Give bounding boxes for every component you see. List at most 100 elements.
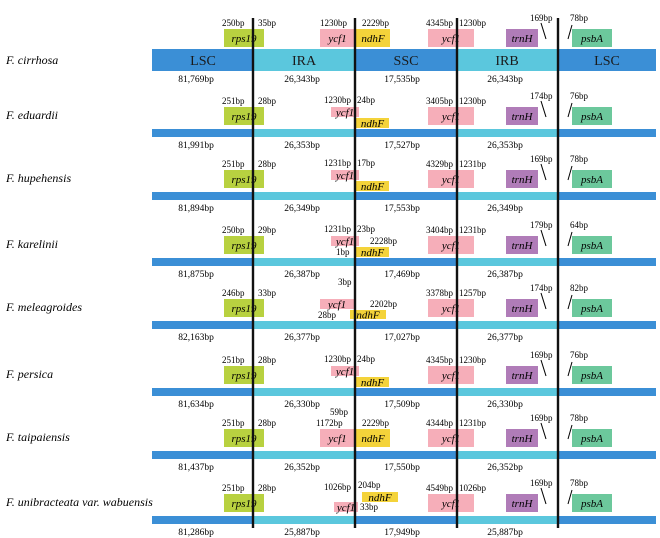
ndhF-box xyxy=(350,310,386,319)
ycf1a-right-bp: 24bp xyxy=(357,354,376,364)
region-length: 81,769bp xyxy=(178,75,214,85)
rps19-label: rps19 xyxy=(231,240,257,252)
ycf1b-box xyxy=(428,236,474,254)
genome-segment xyxy=(558,258,656,266)
genome-segment xyxy=(253,49,355,71)
trnH-bp: 169bp xyxy=(530,413,553,423)
ycf1b-left-bp: 4344bp xyxy=(426,418,454,428)
region-label: LSC xyxy=(594,54,620,69)
region-length: 26,330bp xyxy=(284,400,320,410)
genome-segment xyxy=(253,451,355,459)
trnH-label: trnH xyxy=(512,498,534,510)
genome-segment xyxy=(253,258,355,266)
psbA-label: psbA xyxy=(580,370,603,382)
psbA-bp: 64bp xyxy=(570,220,589,230)
species-name: F. karelinii xyxy=(5,237,58,251)
genome-segment xyxy=(152,192,253,200)
ycf1b-left-bp: 4345bp xyxy=(426,18,454,28)
ycf1a-box xyxy=(320,299,354,309)
rps19-right-bp: 28bp xyxy=(258,96,277,106)
ndhF-box xyxy=(362,492,398,502)
region-length: 26,377bp xyxy=(284,333,320,343)
ycf1a-label: ycf1 xyxy=(327,33,346,45)
rps19-left-bp: 251bp xyxy=(222,159,245,169)
region-label: IRA xyxy=(292,54,317,69)
trnH-pointer xyxy=(540,163,547,181)
genome-segment xyxy=(558,388,656,396)
ycf1b-left-bp: 3405bp xyxy=(426,96,454,106)
trnH-label: trnH xyxy=(512,33,534,45)
trnH-bp: 174bp xyxy=(530,91,553,101)
trnH-label: trnH xyxy=(512,433,534,445)
region-length: 81,991bp xyxy=(178,141,214,151)
rps19-left-bp: 251bp xyxy=(222,483,245,493)
rps19-left-bp: 251bp xyxy=(222,355,245,365)
trnH-bp: 169bp xyxy=(530,350,553,360)
genome-segment xyxy=(253,321,355,329)
trnH-box xyxy=(506,170,538,188)
rps19-label: rps19 xyxy=(231,111,257,123)
trnH-label: trnH xyxy=(512,174,534,186)
region-length: 17,027bp xyxy=(384,333,420,343)
species-name: F. meleagroides xyxy=(5,300,82,314)
ycf1a-left-bp: 1172bp xyxy=(316,418,343,428)
trnH-bp: 179bp xyxy=(530,220,553,230)
ycf1b-label: ycf1 xyxy=(441,303,460,315)
ycf1a-box xyxy=(331,107,359,117)
region-length: 82,163bp xyxy=(178,333,214,343)
region-label: IRB xyxy=(495,54,518,69)
species-row: F. unibracteata var. wabuensis 81,286bp 25… xyxy=(5,478,656,538)
ndhF-box xyxy=(356,247,389,257)
genome-segment xyxy=(253,388,355,396)
trnH-box xyxy=(506,494,538,512)
trnH-bp: 169bp xyxy=(530,154,553,164)
region-length: 26,387bp xyxy=(487,270,523,280)
rps19-left-bp: 250bp xyxy=(222,18,245,28)
region-label: SSC xyxy=(394,54,419,69)
ycf1a-box xyxy=(331,366,359,376)
trnH-box xyxy=(506,429,538,447)
ndhF-label: ndhF xyxy=(361,433,385,445)
psbA-box xyxy=(572,170,612,188)
ndhF-box xyxy=(356,377,389,387)
genome-segment xyxy=(152,258,253,266)
ndhF-label: ndhF xyxy=(356,310,380,322)
ycf1a-left-bp: 1230bp xyxy=(324,95,352,105)
region-length: 17,550bp xyxy=(384,463,420,473)
psbA-label: psbA xyxy=(580,433,603,445)
region-length: 26,352bp xyxy=(284,463,320,473)
region-length: 81,634bp xyxy=(178,400,214,410)
region-length: 26,352bp xyxy=(487,463,523,473)
region-length: 17,535bp xyxy=(384,75,420,85)
region-length: 17,553bp xyxy=(384,204,420,214)
genome-segment xyxy=(558,192,656,200)
ycf1b-box xyxy=(428,170,474,188)
psbA-pointer xyxy=(567,361,573,377)
species-row: F. hupehensis 81,894bp 26,349bp 17,553bp 26,… xyxy=(5,154,656,214)
genome-segment xyxy=(457,258,558,266)
trnH-pointer xyxy=(540,229,547,247)
ycf1a-label: ycf1 xyxy=(335,170,354,182)
psbA-label: psbA xyxy=(580,33,603,45)
genome-segment xyxy=(355,451,457,459)
region-length: 25,887bp xyxy=(487,528,523,538)
rps19-right-bp: 29bp xyxy=(258,225,277,235)
trnH-pointer xyxy=(540,100,547,118)
ndhF-right-bp: 2229bp xyxy=(362,18,390,28)
trnH-box xyxy=(506,236,538,254)
ycf1b-left-bp: 4345bp xyxy=(426,355,454,365)
psbA-pointer xyxy=(567,424,573,440)
psbA-bp: 78bp xyxy=(570,478,589,488)
ndhF-label: ndhF xyxy=(361,181,385,193)
region-length: 26,343bp xyxy=(284,75,320,85)
rps19-label: rps19 xyxy=(231,303,257,315)
ycf1b-right-bp: 1230bp xyxy=(459,96,487,106)
psbA-label: psbA xyxy=(580,498,603,510)
species-name: F. persica xyxy=(5,367,53,381)
genome-segment xyxy=(457,321,558,329)
ycf1a-label: ycf1 xyxy=(335,236,354,248)
ycf1a-right-bp: 23bp xyxy=(357,224,376,234)
region-length: 26,349bp xyxy=(487,204,523,214)
region-length: 26,343bp xyxy=(487,75,523,85)
ndhF-right-bp: 2202bp xyxy=(370,299,398,309)
